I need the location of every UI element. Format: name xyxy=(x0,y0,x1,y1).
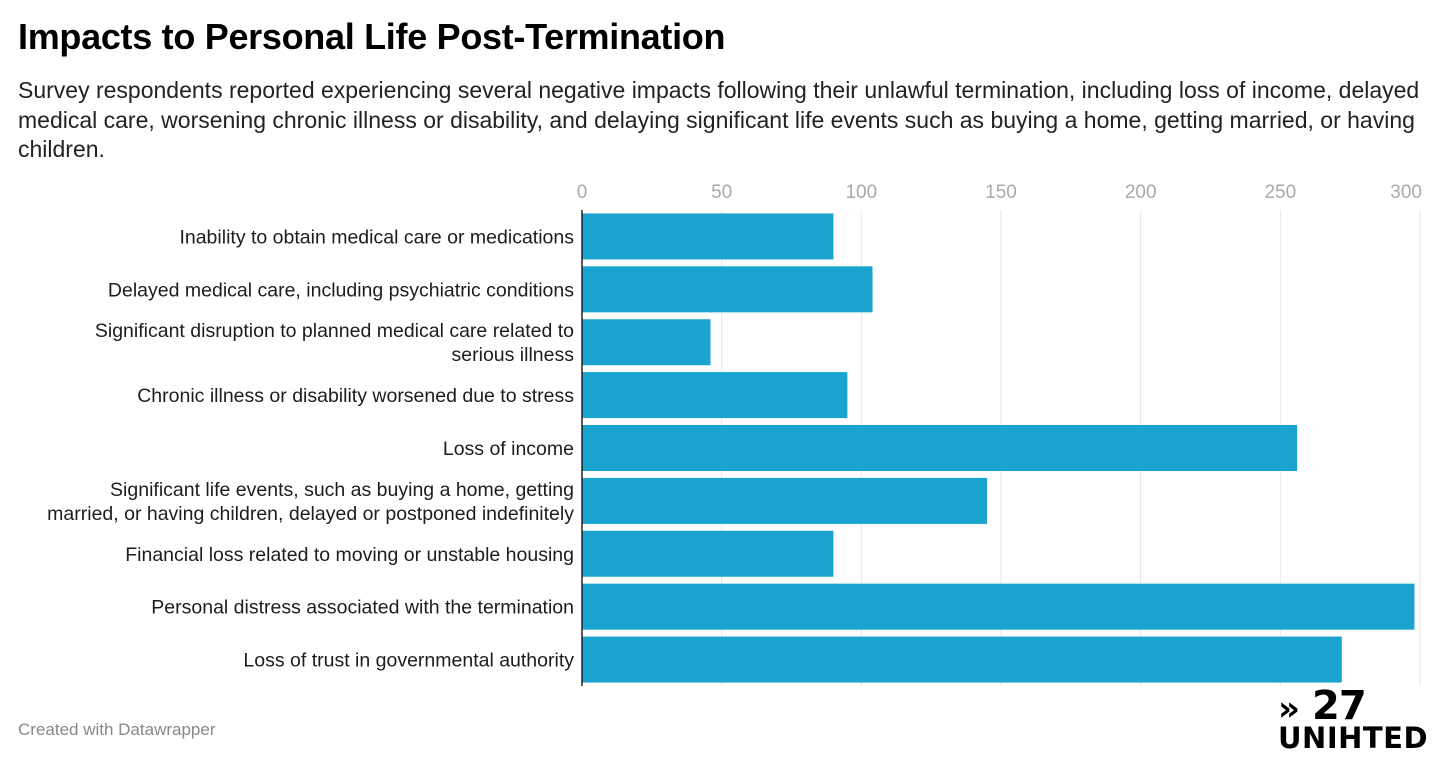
category-label-7: Financial loss related to moving or unst… xyxy=(125,544,574,566)
x-tick-label-0: 0 xyxy=(577,182,588,203)
category-label-4: Chronic illness or disability worsened d… xyxy=(137,385,574,407)
category-label-5: Loss of income xyxy=(443,438,574,460)
bar-7 xyxy=(582,530,834,577)
bar-3 xyxy=(582,319,711,366)
bar-6 xyxy=(582,477,988,524)
logo-chevron-icon: » xyxy=(1278,689,1300,729)
category-label-6-line-1: Significant life events, such as buying … xyxy=(110,479,574,501)
bar-4 xyxy=(582,372,848,419)
x-tick-label-100: 100 xyxy=(845,182,877,203)
category-label-3-line-2: serious illness xyxy=(452,344,575,366)
x-tick-label-150: 150 xyxy=(985,182,1017,203)
x-tick-label-50: 50 xyxy=(711,182,732,203)
bar-5 xyxy=(582,425,1298,471)
bar-9 xyxy=(582,636,1342,683)
category-label-3-line-1: Significant disruption to planned medica… xyxy=(95,320,574,342)
chart-subtitle: Survey respondents reported experiencing… xyxy=(18,77,1420,162)
category-label-8: Personal distress associated with the te… xyxy=(151,597,574,619)
logo-wordmark: UNIHTED xyxy=(1278,721,1429,755)
category-label-9: Loss of trust in governmental authority xyxy=(243,650,574,672)
bar-8 xyxy=(582,583,1415,630)
x-tick-label-250: 250 xyxy=(1264,182,1296,203)
bar-1 xyxy=(582,213,834,260)
category-label-6-line-2: married, or having children, delayed or … xyxy=(47,503,574,525)
x-tick-label-200: 200 xyxy=(1125,182,1157,203)
category-label-2: Delayed medical care, including psychiat… xyxy=(108,279,574,301)
bar-2 xyxy=(582,266,873,313)
category-label-1: Inability to obtain medical care or medi… xyxy=(179,226,574,248)
chart-title: Impacts to Personal Life Post-Terminatio… xyxy=(18,16,726,57)
datawrapper-credit: Created with Datawrapper xyxy=(18,720,216,739)
logo: » 27 UNIHTED xyxy=(1278,686,1429,755)
x-tick-label-300: 300 xyxy=(1390,182,1422,203)
logo-number: 27 xyxy=(1312,683,1367,729)
